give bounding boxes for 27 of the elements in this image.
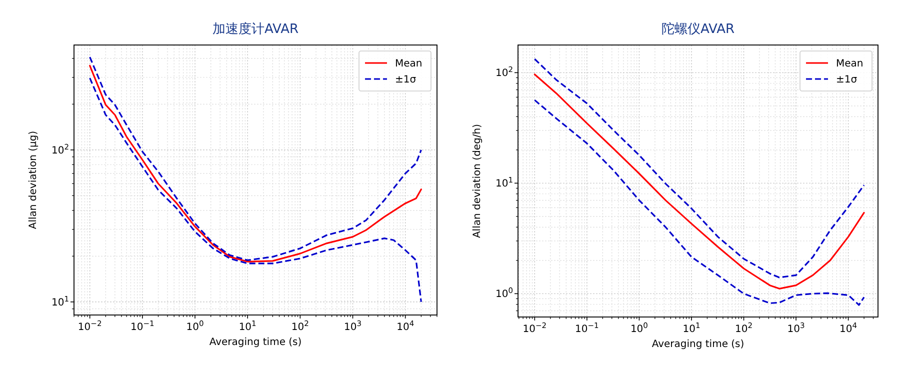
legend-label: Mean <box>836 58 864 70</box>
x-tick-label: 10$^{0}$ <box>186 318 204 333</box>
x-tick-label: 10$^{3}$ <box>344 318 362 333</box>
x-tick-label: 10$^{2}$ <box>734 320 753 335</box>
x-axis-title: Averaging time (s) <box>209 337 302 348</box>
x-tick-label: 10$^{1}$ <box>238 318 257 333</box>
x-tick-label: 10$^{1}$ <box>682 320 700 335</box>
y-tick-label: 10$^{2}$ <box>495 64 514 80</box>
y-tick-label: 10$^{0}$ <box>495 286 514 300</box>
legend-label: ±1σ <box>395 74 417 86</box>
y-tick-label: 10$^{1}$ <box>495 175 514 190</box>
x-tick-label: 10$^{−1}$ <box>575 320 600 335</box>
x-tick-label: 10$^{−2}$ <box>78 318 102 333</box>
chart-title: 陀螺仪AVAR <box>661 22 735 37</box>
x-tick-label: 10$^{2}$ <box>291 318 310 333</box>
x-tick-label: 10$^{−1}$ <box>130 318 155 333</box>
y-axis-title: Allan deviation (μg) <box>28 130 39 230</box>
x-tick-label: 10$^{3}$ <box>787 320 805 335</box>
y-axis-title: Allan deviation (deg/h) <box>472 124 483 238</box>
chart-title: 加速度计AVAR <box>212 21 299 37</box>
legend-label: Mean <box>395 58 422 70</box>
x-tick-label: 10$^{4}$ <box>396 318 414 333</box>
x-axis-title: Averaging time (s) <box>652 339 744 350</box>
legend-label: ±1σ <box>836 74 858 86</box>
x-tick-label: 10$^{−2}$ <box>522 320 547 335</box>
x-tick-label: 10$^{0}$ <box>630 320 648 335</box>
x-tick-label: 10$^{4}$ <box>840 320 858 335</box>
